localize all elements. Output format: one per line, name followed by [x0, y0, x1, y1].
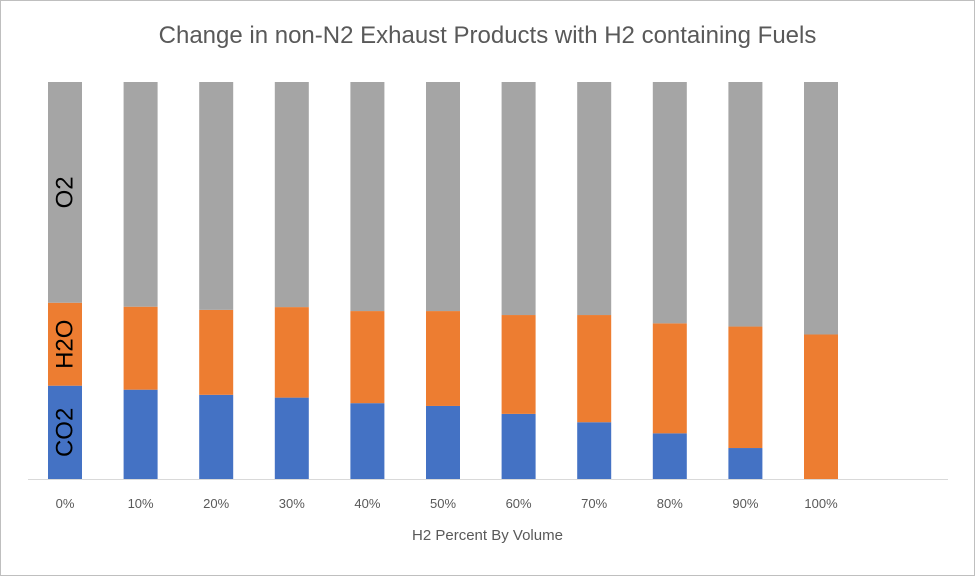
bar-h2o-90pct [728, 326, 763, 449]
bar-o2-10pct [123, 82, 158, 307]
x-tick-label: 100% [804, 496, 838, 511]
bar-co2-90pct [728, 448, 763, 479]
bar-o2-70pct [577, 82, 612, 316]
bar-co2-50pct [426, 405, 460, 479]
x-axis-label: H2 Percent By Volume [412, 527, 563, 544]
bar-h2o-100pct [804, 334, 838, 479]
x-tick-label: 40% [354, 496, 380, 511]
bar-co2-70pct [577, 422, 612, 479]
bar-o2-60pct [501, 82, 536, 316]
bar-co2-80pct [652, 433, 687, 479]
x-tick-label: 60% [506, 496, 532, 511]
x-tick-label: 90% [732, 496, 758, 511]
bar-h2o-60pct [501, 315, 536, 414]
bar-co2-10pct [123, 389, 158, 479]
bar-co2-30pct [274, 397, 309, 479]
bar-h2o-80pct [652, 323, 687, 434]
series-label-o2: O2 [52, 176, 79, 208]
x-tick-label: 30% [279, 496, 305, 511]
bar-o2-20pct [199, 82, 234, 310]
x-tick-label: 70% [581, 496, 607, 511]
series-label-h2o: H2O [52, 320, 79, 369]
bar-o2-80pct [652, 82, 687, 324]
bar-h2o-10pct [123, 306, 158, 390]
bar-h2o-40pct [350, 311, 385, 404]
x-tick-label: 0% [56, 496, 75, 511]
bar-o2-50pct [426, 82, 460, 312]
x-tick-label: 10% [128, 496, 154, 511]
chart-title: Change in non-N2 Exhaust Products with H… [158, 22, 817, 49]
bar-o2-30pct [274, 82, 309, 308]
x-tick-label: 50% [430, 496, 456, 511]
bar-co2-60pct [501, 413, 536, 479]
bar-co2-20pct [199, 394, 234, 479]
bar-h2o-0pct [48, 302, 82, 386]
bar-h2o-30pct [274, 307, 309, 398]
bar-h2o-20pct [199, 309, 234, 395]
bar-co2-40pct [350, 403, 385, 479]
bar-o2-100pct [804, 82, 838, 335]
bar-co2-0pct [48, 385, 82, 479]
bar-o2-40pct [350, 82, 385, 312]
bar-h2o-50pct [426, 311, 460, 406]
x-tick-label: 20% [203, 496, 229, 511]
bar-o2-90pct [728, 82, 763, 327]
bar-h2o-70pct [577, 315, 612, 423]
bar-o2-0pct [48, 82, 82, 303]
series-label-co2: CO2 [52, 408, 79, 457]
x-tick-label: 80% [657, 496, 683, 511]
